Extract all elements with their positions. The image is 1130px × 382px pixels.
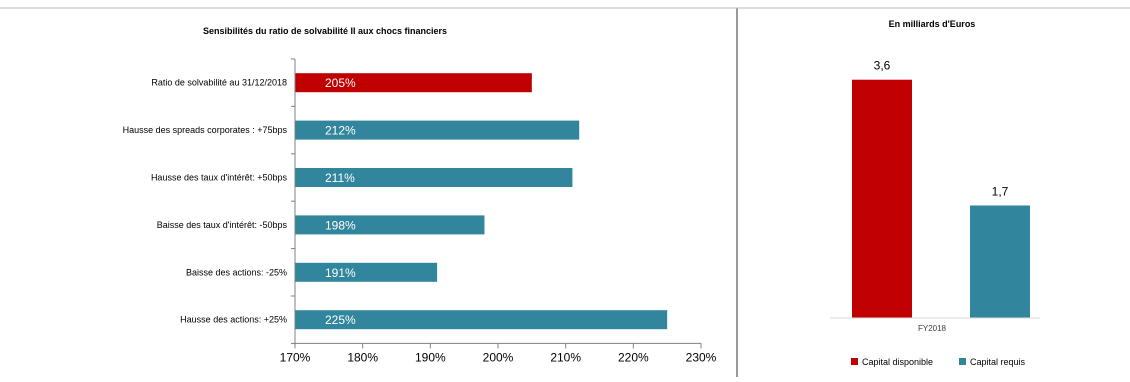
bar-value-label: 191% [325,266,356,280]
bar-value-label: 212% [325,124,356,138]
capital-bar-value-label: 3,6 [874,59,891,73]
capital-chart-title: En milliards d'Euros [889,19,976,29]
bar-value-label: 205% [325,76,356,90]
bar [295,263,437,282]
capital-bar-value-label: 1,7 [992,184,1009,198]
capital-bar [970,205,1030,318]
bar-value-label: 211% [325,171,355,185]
capital-bar [852,80,912,318]
category-label: Hausse des actions: +25% [180,315,287,325]
x-tick-label: 170% [280,350,311,364]
bar-value-label: 225% [325,313,356,327]
category-label: Ratio de solvabilité au 31/12/2018 [151,78,287,88]
category-label: Hausse des taux d'intérêt: +50bps [151,173,288,183]
bar [295,215,484,234]
sensitivity-chart-title: Sensibilités du ratio de solvabilité II … [203,26,447,36]
category-label: Baisse des taux d'intérêt: -50bps [157,220,288,230]
legend-swatch [959,358,966,365]
x-tick-label: 210% [550,350,581,364]
legend-label: Capital disponible [862,357,933,367]
sensitivity-chart: Sensibilités du ratio de solvabilité II … [123,26,717,364]
x-tick-label: 220% [618,350,649,364]
x-tick-label: 190% [415,350,446,364]
x-tick-label: 180% [347,350,378,364]
capital-x-category: FY2018 [918,324,947,333]
category-label: Hausse des spreads corporates : +75bps [123,125,288,135]
bar-value-label: 198% [325,218,356,232]
x-tick-label: 200% [483,350,514,364]
legend-swatch [851,358,858,365]
x-tick-label: 230% [686,350,717,364]
legend-label: Capital requis [970,357,1026,367]
category-label: Baisse des actions: -25% [186,267,287,277]
capital-chart: En milliards d'Euros 3,6 1,7 FY2018 Capit… [830,19,1040,367]
